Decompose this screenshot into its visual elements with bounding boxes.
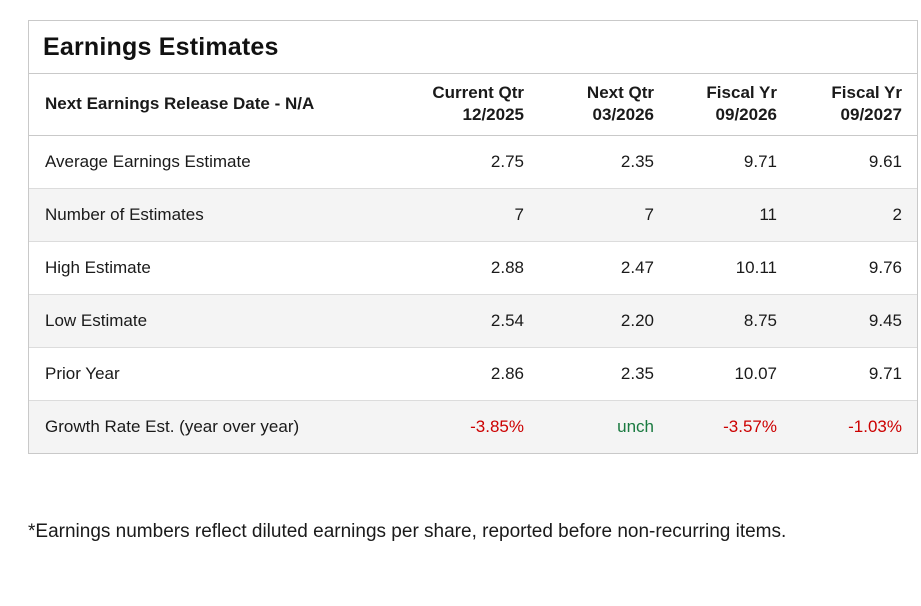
cell-value: 9.76 <box>868 257 902 277</box>
table-title: Earnings Estimates <box>29 21 917 74</box>
cell-value: 2.47 <box>620 257 654 277</box>
cell-value: 8.75 <box>743 310 777 330</box>
cell-value: 7 <box>514 204 524 224</box>
cell-value-negative: -3.57% <box>723 416 777 436</box>
table-row-high-estimate: High Estimate 2.88 2.47 10.11 9.76 <box>29 241 917 294</box>
cell-value: 10.07 <box>734 363 777 383</box>
header-fiscal-yr-2027: Fiscal Yr 09/2027 <box>792 74 917 136</box>
cell-value: 7 <box>644 204 654 224</box>
cell-value: 10.11 <box>735 257 777 277</box>
row-label: Growth Rate Est. (year over year) <box>45 416 300 436</box>
table-row-prior-year: Prior Year 2.86 2.35 10.07 9.71 <box>29 347 917 400</box>
cell-value: 9.71 <box>743 151 777 171</box>
row-label: High Estimate <box>45 257 151 277</box>
earnings-estimates-card: Earnings Estimates Next Earnings Release… <box>28 20 918 454</box>
table-row-growth-rate-est: Growth Rate Est. (year over year) -3.85%… <box>29 400 917 453</box>
cell-value: 2.35 <box>620 363 654 383</box>
cell-value: 2.86 <box>490 363 524 383</box>
cell-value-negative: -1.03% <box>848 416 902 436</box>
header-next-qtr-date: 03/2026 <box>592 104 654 124</box>
row-label: Prior Year <box>45 363 120 383</box>
row-label: Number of Estimates <box>45 204 204 224</box>
cell-value-positive: unch <box>617 416 654 436</box>
footnote: *Earnings numbers reflect diluted earnin… <box>28 521 787 542</box>
header-current-qtr: Current Qtr 12/2025 <box>397 74 539 136</box>
header-next-earnings-release-date: Next Earnings Release Date - N/A <box>29 74 397 136</box>
cell-value: 9.45 <box>868 310 902 330</box>
row-label: Low Estimate <box>45 310 148 330</box>
header-fiscal-yr-2026-period: Fiscal Yr <box>706 83 777 102</box>
header-next-qtr: Next Qtr 03/2026 <box>539 74 669 136</box>
cell-value: 2.35 <box>620 151 654 171</box>
row-label: Average Earnings Estimate <box>45 151 251 171</box>
header-current-qtr-date: 12/2025 <box>462 104 524 124</box>
cell-value-negative: -3.85% <box>470 416 524 436</box>
cell-value: 2.20 <box>620 310 654 330</box>
header-fiscal-yr-2027-period: Fiscal Yr <box>831 83 902 102</box>
header-fiscal-yr-2027-date: 09/2027 <box>840 104 902 124</box>
table-header-row: Next Earnings Release Date - N/A Current… <box>29 74 917 136</box>
header-current-qtr-period: Current Qtr <box>432 83 524 102</box>
cell-value: 11 <box>759 204 777 224</box>
header-fiscal-yr-2026-date: 09/2026 <box>715 104 777 124</box>
cell-value: 9.71 <box>868 363 902 383</box>
header-fiscal-yr-2026: Fiscal Yr 09/2026 <box>669 74 792 136</box>
cell-value: 2.75 <box>490 151 524 171</box>
cell-value: 2.54 <box>490 310 524 330</box>
table-row-number-of-estimates: Number of Estimates 7 7 11 2 <box>29 188 917 241</box>
table-row-low-estimate: Low Estimate 2.54 2.20 8.75 9.45 <box>29 294 917 347</box>
table-row-average-earnings-estimate: Average Earnings Estimate 2.75 2.35 9.71… <box>29 135 917 188</box>
header-next-qtr-period: Next Qtr <box>586 83 654 102</box>
cell-value: 2 <box>892 204 902 224</box>
cell-value: 2.88 <box>490 257 524 277</box>
cell-value: 9.61 <box>868 151 902 171</box>
earnings-estimates-table: Next Earnings Release Date - N/A Current… <box>29 74 917 453</box>
